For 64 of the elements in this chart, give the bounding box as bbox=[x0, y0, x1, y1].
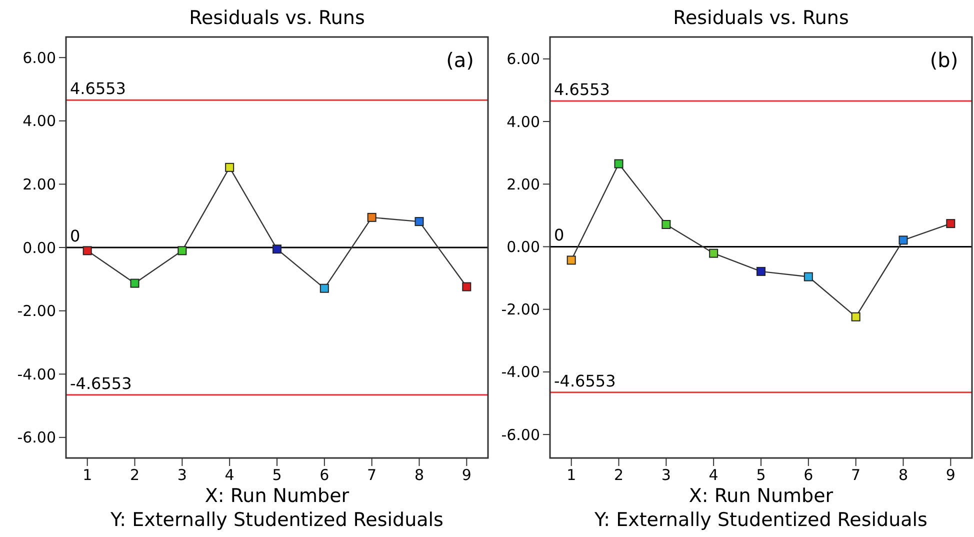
x-tick-label: 5 bbox=[756, 466, 766, 484]
x-tick-label: 7 bbox=[851, 466, 861, 484]
point bbox=[225, 162, 234, 172]
annotation: (a) bbox=[446, 48, 474, 72]
y-tick-label: 6.00 bbox=[506, 50, 540, 68]
text: Y: Externally Studentized Residuals bbox=[110, 509, 444, 531]
ref-line-label: -4.6553 bbox=[70, 374, 132, 393]
y-tick-label: 4.00 bbox=[22, 112, 56, 130]
point bbox=[851, 312, 860, 322]
x-tick-label: 4 bbox=[224, 466, 234, 484]
ref-line-label: 0 bbox=[70, 226, 80, 246]
point bbox=[272, 244, 282, 254]
x-axis-title: X: Run Number bbox=[204, 485, 350, 507]
x-tick-label: 7 bbox=[367, 466, 377, 484]
chart-title: Residuals vs. Runs bbox=[189, 7, 365, 29]
y-tick-label: 4.00 bbox=[506, 112, 540, 131]
point bbox=[82, 246, 92, 256]
point bbox=[946, 219, 956, 228]
x-tick-label: 3 bbox=[177, 466, 187, 484]
ref-line-label: 0 bbox=[554, 226, 564, 245]
ref-line-label: 4.6553 bbox=[70, 79, 126, 98]
y-tick-label: 0.00 bbox=[22, 238, 56, 257]
text: Y: Externally Studentized Residuals bbox=[594, 509, 928, 531]
x-tick-label: 5 bbox=[272, 466, 282, 484]
y-tick-label: 0.00 bbox=[506, 238, 540, 256]
point bbox=[367, 212, 376, 222]
x-tick-label: 6 bbox=[804, 466, 814, 484]
x-tick-label: 2 bbox=[130, 466, 140, 484]
x-tick-label: 3 bbox=[661, 466, 671, 484]
ref-line-label: -4.6553 bbox=[554, 371, 616, 390]
x-tick-label: 2 bbox=[614, 466, 624, 484]
y-tick-label: -2.00 bbox=[17, 302, 56, 320]
y-tick-label: 2.00 bbox=[506, 175, 540, 194]
x-tick-label: 8 bbox=[898, 466, 908, 484]
y-tick-label: -2.00 bbox=[501, 300, 540, 319]
y-tick-label: -4.00 bbox=[17, 365, 56, 384]
point bbox=[566, 256, 576, 265]
x-axis-title: X: Run Number bbox=[688, 485, 834, 507]
point bbox=[130, 278, 140, 288]
y-tick-label: 6.00 bbox=[22, 48, 56, 67]
point bbox=[662, 220, 671, 229]
point bbox=[804, 272, 813, 282]
point bbox=[756, 266, 766, 276]
y-tick-label: -6.00 bbox=[17, 428, 56, 447]
x-tick-label: 9 bbox=[462, 466, 472, 484]
point bbox=[898, 236, 908, 245]
x-tick-label: 6 bbox=[320, 466, 330, 484]
chart-title: Residuals vs. Runs bbox=[673, 7, 849, 29]
x-tick-label: 9 bbox=[946, 466, 956, 484]
y-tick-label: -6.00 bbox=[501, 426, 540, 444]
x-tick-label: 1 bbox=[566, 466, 576, 484]
x-tick-label: 4 bbox=[708, 466, 718, 484]
ref-line-label: 4.6553 bbox=[554, 80, 610, 99]
y-tick-label: 2.00 bbox=[22, 175, 56, 194]
x-tick-label: 8 bbox=[414, 466, 424, 484]
point bbox=[178, 246, 187, 256]
point bbox=[414, 217, 424, 226]
point bbox=[462, 282, 472, 292]
x-tick-label: 1 bbox=[82, 466, 92, 484]
point bbox=[614, 159, 624, 168]
annotation: (b) bbox=[930, 48, 958, 72]
y-tick-label: -4.00 bbox=[501, 363, 540, 382]
point bbox=[709, 248, 718, 258]
point bbox=[320, 284, 329, 293]
